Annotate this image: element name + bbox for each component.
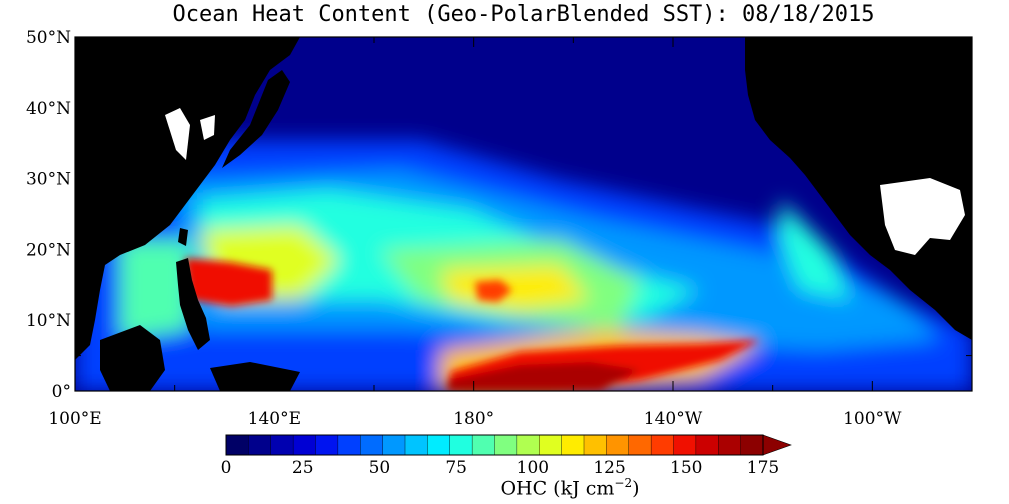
colorbar-tick-label: 125 xyxy=(593,458,625,478)
colorbar-swatch xyxy=(673,434,697,456)
colorbar-swatch xyxy=(740,434,764,456)
colorbar-swatch xyxy=(583,434,608,456)
colorbar-swatch xyxy=(539,434,563,456)
colorbar-tick-label: 150 xyxy=(670,458,702,478)
borneo-landmass xyxy=(100,325,165,391)
lat-label: 20°N xyxy=(26,240,71,260)
colorbar-swatch xyxy=(561,434,585,456)
colorbar-swatch xyxy=(248,434,272,456)
colorbar-swatch xyxy=(494,434,518,456)
colorbar-swatch xyxy=(292,434,317,456)
colorbar-swatch xyxy=(404,434,429,456)
map-panel xyxy=(75,37,972,391)
colorbar-title-exponent: −2 xyxy=(614,476,633,490)
colorbar-swatch xyxy=(449,434,473,456)
ohc-hotspots xyxy=(185,258,760,391)
colorbar-swatch xyxy=(382,434,406,456)
colorbar-tick-label: 0 xyxy=(221,458,232,478)
colorbar-frame xyxy=(225,434,764,456)
lon-label: 180° xyxy=(453,409,494,429)
colorbar-swatch xyxy=(650,434,675,456)
map-axis-labels: 50°N 40°N 30°N 20°N 10°N 0° 100°E 140°E 180° 140°… xyxy=(26,28,902,429)
colorbar-swatch xyxy=(315,434,339,456)
map-axis-ticks xyxy=(74,36,973,392)
colorbar-swatch xyxy=(427,434,451,456)
colorbar-tick-labels: 0 25 50 75 100 125 150 175 xyxy=(221,458,780,478)
colorbar-extend-arrow xyxy=(762,434,792,456)
north-america-landmass xyxy=(745,37,972,340)
japan-landmass xyxy=(222,70,290,168)
colorbar-swatch xyxy=(471,434,496,456)
colorbar-tick-label: 100 xyxy=(517,458,549,478)
lon-label: 100°E xyxy=(48,409,101,429)
colorbar-title: OHC (kJ cm−2) xyxy=(340,476,800,499)
colorbar-swatch xyxy=(225,434,250,456)
land-masses xyxy=(75,37,972,391)
sea-of-japan-missing xyxy=(165,108,190,160)
colorbar-tick-label: 25 xyxy=(292,458,314,478)
colorbar-swatch xyxy=(516,434,540,456)
new-guinea-landmass xyxy=(210,362,300,391)
missing-data-areas xyxy=(165,108,965,255)
gulf-of-mexico-missing xyxy=(880,178,965,255)
lon-label: 100°W xyxy=(843,409,902,429)
colorbar-swatch xyxy=(695,434,719,456)
map-title: Ocean Heat Content (Geo-PolarBlended SST… xyxy=(172,2,875,27)
lon-label: 140°E xyxy=(248,409,301,429)
taiwan-landmass xyxy=(178,228,188,246)
lon-label: 140°W xyxy=(644,409,703,429)
colorbar-swatch xyxy=(270,434,294,456)
yellow-sea-missing xyxy=(200,115,215,140)
colorbar-swatch xyxy=(628,434,652,456)
lat-label: 30°N xyxy=(26,170,71,190)
lat-label: 10°N xyxy=(26,311,71,331)
colorbar-swatch xyxy=(606,434,630,456)
asia-landmass xyxy=(75,37,300,360)
colorbar-tick-label: 175 xyxy=(747,458,779,478)
colorbar xyxy=(225,434,792,456)
colorbar-swatch xyxy=(718,434,742,456)
philippines-landmass xyxy=(176,258,210,350)
colorbar-swatch xyxy=(337,434,361,456)
lat-label: 50°N xyxy=(26,28,71,48)
colorbar-title-main: OHC (kJ cm xyxy=(500,477,615,500)
lat-label: 40°N xyxy=(26,99,71,119)
colorbar-swatch xyxy=(360,434,384,456)
colorbar-tick-label: 75 xyxy=(445,458,467,478)
colorbar-tick-label: 50 xyxy=(369,458,391,478)
colorbar-title-close: ) xyxy=(632,477,640,500)
lat-label: 0° xyxy=(52,382,71,402)
